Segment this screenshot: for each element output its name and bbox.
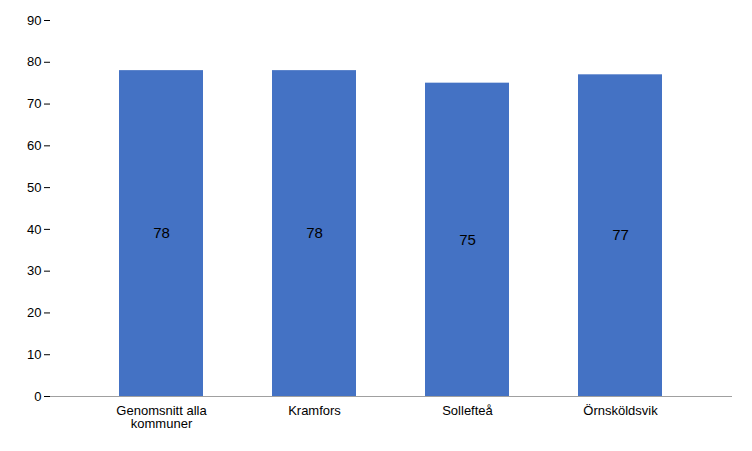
svg-text:60: 60 (27, 138, 41, 153)
svg-text:10: 10 (27, 347, 41, 362)
svg-text:Örnsköldsvik: Örnsköldsvik (583, 403, 658, 418)
svg-text:78: 78 (306, 224, 323, 241)
svg-text:90: 90 (27, 13, 41, 28)
svg-text:80: 80 (27, 54, 41, 69)
svg-text:40: 40 (27, 222, 41, 237)
svg-text:70: 70 (27, 96, 41, 111)
svg-text:77: 77 (612, 226, 629, 243)
svg-text:20: 20 (27, 305, 41, 320)
svg-text:Kramfors: Kramfors (288, 403, 341, 418)
svg-text:Sollefteå: Sollefteå (442, 403, 493, 418)
svg-text:Genomsnitt allakommuner: Genomsnitt allakommuner (116, 403, 207, 431)
svg-text:30: 30 (27, 263, 41, 278)
svg-text:78: 78 (153, 224, 170, 241)
svg-text:50: 50 (27, 180, 41, 195)
svg-text:0: 0 (34, 389, 41, 404)
svg-text:75: 75 (459, 231, 476, 248)
